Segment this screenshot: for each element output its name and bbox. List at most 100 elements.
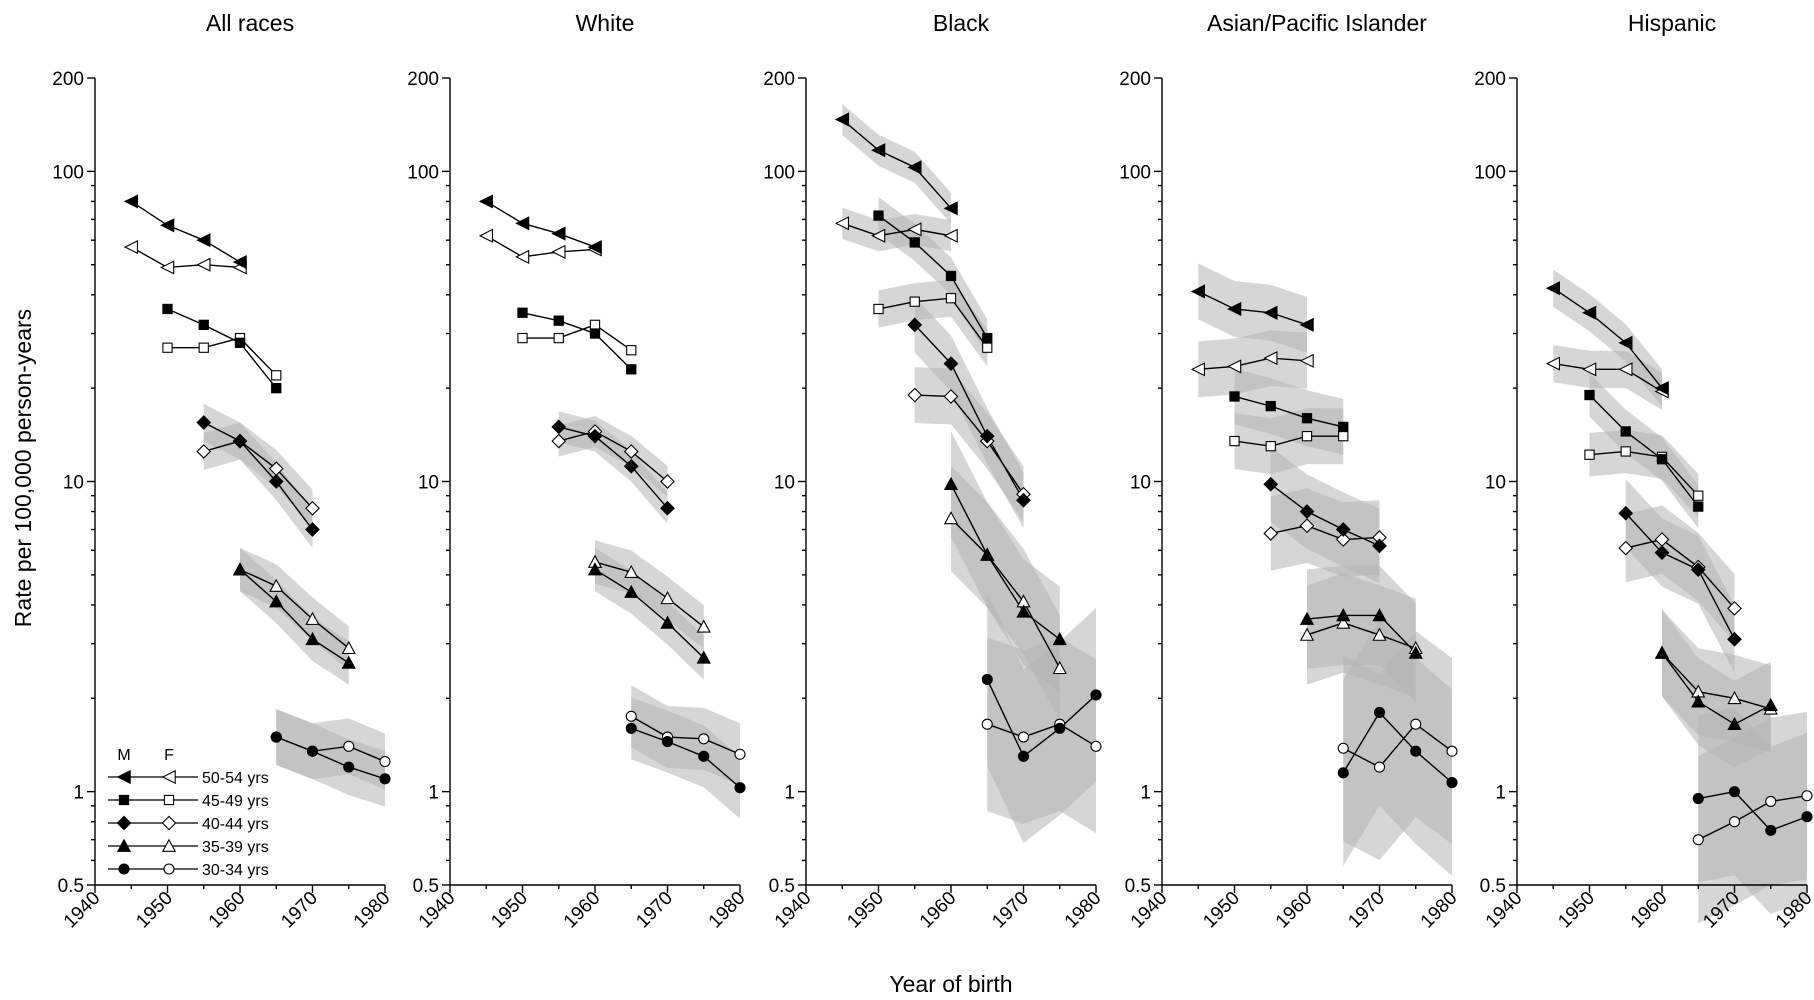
- legend-entry-30-34-yrs: 30-34 yrs: [108, 862, 269, 879]
- data-point-male-30-34-yrs: [1801, 811, 1813, 823]
- data-point-female-40-44-yrs: [1727, 600, 1742, 616]
- data-point-female-50-54-yrs: [1263, 350, 1278, 366]
- data-point-female-35-39-yrs: [1052, 660, 1067, 675]
- series-group-50-54-yrs: [834, 112, 958, 243]
- data-point-male-50-54-yrs: [943, 201, 958, 216]
- data-point-male-30-34-yrs: [1728, 786, 1741, 798]
- data-point-male-35-39-yrs: [1691, 694, 1706, 708]
- band-female-40-44-yrs: [558, 415, 668, 498]
- legend-marker-male: [118, 863, 130, 875]
- data-point-male-45-49-yrs: [198, 319, 209, 330]
- x-tick-label: 1950: [132, 888, 177, 933]
- x-tick-label: 1950: [487, 888, 532, 933]
- series-line-female-45-49-yrs: [1589, 450, 1699, 497]
- series-group-45-49-yrs: [162, 303, 282, 394]
- data-point-male-40-44-yrs: [660, 500, 675, 516]
- series-line-male-50-54-yrs: [130, 200, 241, 263]
- series-line-female-30-34-yrs: [630, 715, 741, 755]
- panel-title: Black: [933, 10, 990, 36]
- data-point-male-45-49-yrs: [1656, 454, 1668, 465]
- data-point-male-50-54-yrs: [160, 218, 175, 233]
- data-point-male-40-44-yrs: [1618, 505, 1634, 521]
- y-tick-label: 1: [73, 783, 84, 804]
- y-tick-label: 100: [1474, 162, 1506, 183]
- data-point-male-45-49-yrs: [1693, 501, 1704, 512]
- data-point-female-35-39-yrs: [696, 619, 711, 633]
- data-point-male-35-39-yrs: [1654, 645, 1670, 659]
- data-point-female-45-49-yrs: [589, 319, 601, 330]
- y-tick-label: 10: [418, 473, 439, 494]
- series-line-male-45-49-yrs: [522, 312, 632, 370]
- data-point-female-40-44-yrs: [623, 444, 639, 459]
- data-point-female-35-39-yrs: [305, 611, 320, 625]
- legend: M F 50-54 yrs 45-49 yrs 40-44 yrs 35-39 yrs 30…: [108, 747, 269, 879]
- series-group-30-34-yrs: [1692, 786, 1813, 846]
- x-tick-label: 1960: [205, 888, 250, 933]
- data-point-male-30-34-yrs: [1373, 706, 1386, 719]
- data-point-female-40-44-yrs: [660, 474, 675, 489]
- series-group-35-39-yrs: [943, 476, 1067, 675]
- data-point-female-30-34-yrs: [1728, 816, 1741, 828]
- data-point-male-45-49-yrs: [271, 382, 282, 394]
- band-female-40-44-yrs: [914, 367, 1024, 523]
- data-point-male-40-44-yrs: [196, 415, 212, 430]
- x-tick-label: 1970: [1344, 888, 1389, 933]
- data-point-male-40-44-yrs: [587, 428, 603, 444]
- confidence-bands: [558, 411, 740, 819]
- x-tick-label: 1980: [705, 888, 750, 933]
- data-point-male-30-34-yrs: [1054, 722, 1066, 734]
- series-group-35-39-yrs: [1299, 608, 1423, 659]
- data-point-male-45-49-yrs: [589, 328, 601, 339]
- data-point-male-50-54-yrs: [515, 216, 530, 231]
- data-point-male-35-39-yrs: [1016, 604, 1031, 618]
- data-point-male-40-44-yrs: [1016, 492, 1031, 508]
- y-tick-label: 1: [1140, 783, 1151, 804]
- data-point-male-40-44-yrs: [1727, 631, 1742, 647]
- data-point-female-35-39-yrs: [341, 640, 356, 655]
- series-line-female-50-54-yrs: [485, 235, 596, 258]
- band-female-35-39-yrs: [595, 540, 704, 649]
- x-tick-label: 1980: [350, 888, 395, 933]
- x-tick-label: 1950: [843, 888, 888, 933]
- confidence-bands: [203, 403, 385, 807]
- data-point-male-45-49-yrs: [1620, 426, 1631, 437]
- data-point-female-45-49-yrs: [1693, 490, 1704, 501]
- band-female-40-44-yrs: [1625, 505, 1735, 643]
- series-line-female-35-39-yrs: [594, 561, 705, 628]
- series-line-female-50-54-yrs: [1198, 357, 1308, 371]
- data-point-female-30-34-yrs: [1373, 761, 1386, 773]
- series-group-50-54-yrs: [1190, 284, 1314, 377]
- series-line-female-35-39-yrs: [1661, 652, 1771, 710]
- legend-marker-female: [163, 863, 175, 875]
- legend-label: 45-49 yrs: [202, 793, 269, 810]
- series-line-male-40-44-yrs: [914, 324, 1025, 501]
- data-point-male-50-54-yrs: [232, 254, 247, 270]
- series-line-male-40-44-yrs: [1270, 483, 1380, 547]
- data-point-male-35-39-yrs: [341, 655, 356, 669]
- data-point-male-50-54-yrs: [587, 239, 602, 255]
- data-point-male-50-54-yrs: [1582, 305, 1597, 320]
- legend-marker-male: [116, 815, 132, 831]
- data-point-male-50-54-yrs: [1263, 305, 1278, 320]
- data-point-male-45-49-yrs: [1301, 413, 1313, 424]
- legend-header-female: F: [164, 747, 174, 764]
- y-tick-label: 0.5: [1125, 876, 1151, 897]
- y-tick-label: 1: [428, 783, 439, 804]
- data-point-male-45-49-yrs: [553, 315, 564, 326]
- data-point-male-35-39-yrs: [1336, 608, 1351, 622]
- data-point-female-30-34-yrs: [1765, 795, 1777, 807]
- panel-title: Asian/Pacific Islander: [1207, 10, 1427, 36]
- series-group-50-54-yrs: [1545, 281, 1669, 399]
- data-point-male-35-39-yrs: [660, 615, 675, 629]
- data-point-male-30-34-yrs: [343, 761, 355, 773]
- data-point-female-40-44-yrs: [907, 387, 923, 403]
- data-point-female-50-54-yrs: [943, 228, 958, 243]
- data-point-male-50-54-yrs: [1545, 281, 1560, 296]
- x-tick-label: 1970: [988, 888, 1033, 933]
- confidence-bands: [842, 103, 1096, 844]
- data-point-female-50-54-yrs: [1227, 359, 1242, 374]
- data-point-male-30-34-yrs: [1090, 689, 1102, 701]
